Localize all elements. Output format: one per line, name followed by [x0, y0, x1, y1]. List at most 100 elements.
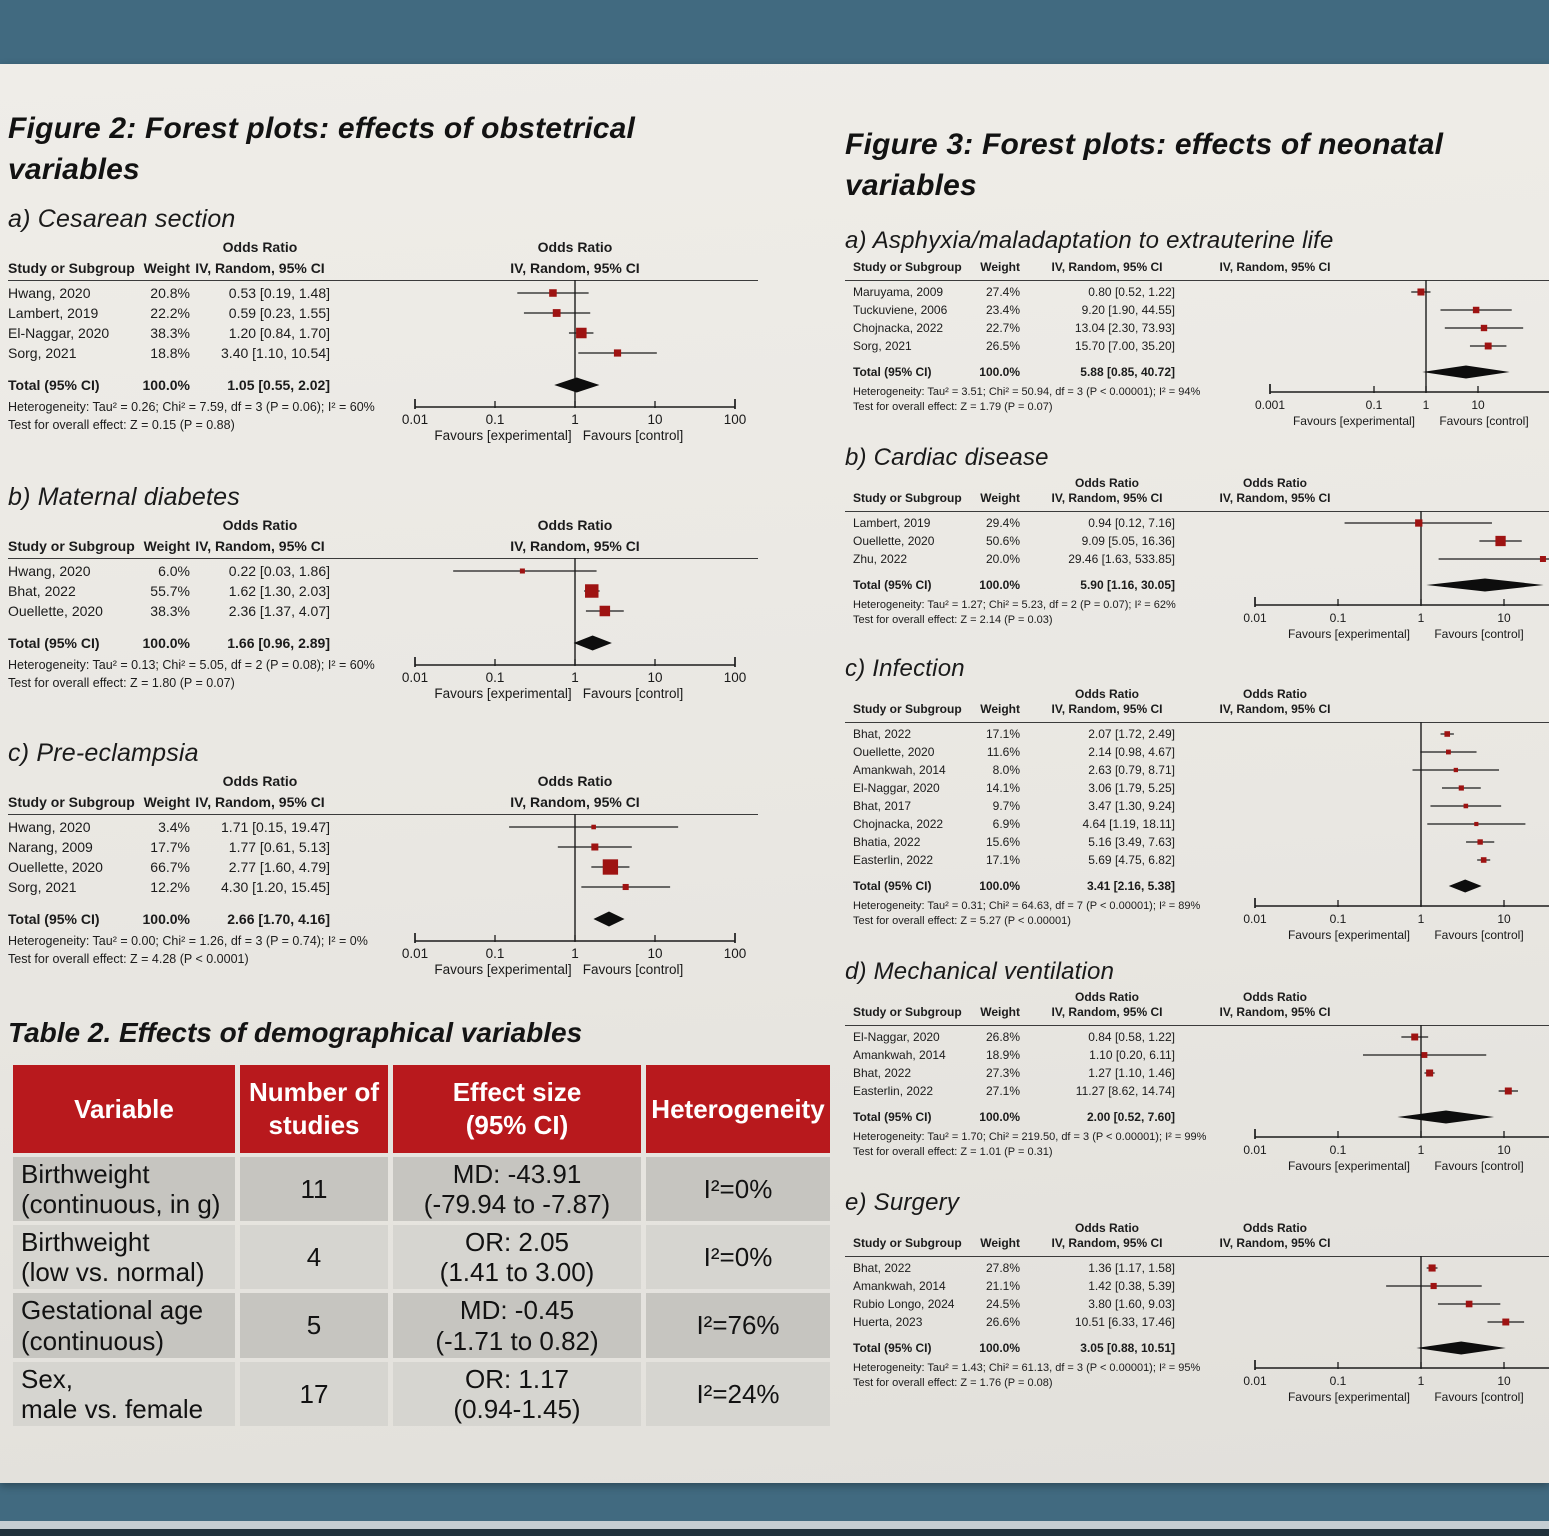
- overall-test-text: Test for overall effect: Z = 2.14 (P = 0…: [853, 614, 1053, 627]
- total-weight: 100.0%: [979, 577, 1020, 592]
- total-ci: 1.05 [0.55, 2.02]: [227, 376, 330, 393]
- study-weight: 50.6%: [985, 533, 1020, 548]
- heterogeneity-text: Heterogeneity: Tau² = 0.26; Chi² = 7.59,…: [8, 399, 375, 414]
- study-name: Hwang, 2020: [8, 562, 91, 579]
- study-name: Chojnacka, 2022: [853, 816, 944, 831]
- forest-plot-section: b) Cardiac disease Odds Ratio Odds Ratio St…: [845, 444, 1549, 645]
- study-weight: 26.8%: [985, 1029, 1020, 1044]
- table2-cell-variable: Birthweight (low vs. normal): [13, 1225, 235, 1290]
- total-label: Total (95% CI): [853, 878, 932, 893]
- total-diamond: [573, 635, 612, 651]
- plot-column-title: Odds Ratio: [1242, 989, 1307, 1004]
- axis-tick-label: 10: [1497, 611, 1511, 625]
- ci-marker: [591, 859, 630, 875]
- or-column-title: Odds Ratio: [1074, 475, 1139, 490]
- ci-column-header: IV, Random, 95% CI: [1051, 1235, 1163, 1250]
- study-ci: 1.77 [0.61, 5.13]: [228, 838, 330, 855]
- plot-column-subheader: IV, Random, 95% CI: [1219, 490, 1331, 505]
- or-column-title: Odds Ratio: [1074, 686, 1139, 701]
- study-name: Bhat, 2022: [8, 582, 76, 599]
- study-name: Bhatia, 2022: [853, 834, 921, 849]
- plot-column-subheader: IV, Random, 95% CI: [1219, 259, 1331, 274]
- study-name: Sorg, 2021: [853, 338, 912, 353]
- study-weight: 20.0%: [985, 551, 1020, 566]
- heterogeneity-text: Heterogeneity: Tau² = 1.27; Chi² = 5.23,…: [853, 598, 1176, 611]
- ci-marker: [1440, 730, 1454, 737]
- figure3-title: Figure 3: Forest plots: effects of neona…: [845, 128, 1444, 203]
- table2-cell-heterogeneity: I²=0%: [646, 1225, 830, 1290]
- axis-tick-label: 10: [647, 412, 662, 427]
- figure2-forest-plots: a) Cesarean section Odds Ratio Odds Ratio S…: [8, 205, 840, 987]
- study-weight: 8.0%: [992, 762, 1020, 777]
- study-weight: 26.5%: [985, 338, 1020, 353]
- axis-tick-label: 0.1: [1366, 398, 1383, 412]
- study-weight: 17.1%: [985, 726, 1020, 741]
- forest-plot-label: a) Asphyxia/maladaptation to extrauterin…: [845, 226, 1334, 254]
- header-rule: [845, 1024, 1549, 1027]
- ci-column-header: IV, Random, 95% CI: [1051, 1004, 1163, 1019]
- study-weight: 27.1%: [985, 1083, 1020, 1098]
- study-weight: 22.2%: [150, 304, 190, 321]
- study-weight: 21.1%: [985, 1278, 1020, 1293]
- ci-marker: [584, 584, 600, 598]
- ci-marker: [568, 327, 594, 339]
- ci-column-header: IV, Random, 95% CI: [195, 793, 325, 810]
- weight-column-header: Weight: [143, 259, 190, 276]
- axis-tick-label: 0.1: [486, 412, 505, 427]
- study-name: Amankwah, 2014: [853, 1278, 946, 1293]
- ci-marker: [585, 605, 624, 617]
- study-weight: 3.4%: [158, 818, 190, 835]
- table2-cell-effect: OR: 2.05 (1.41 to 3.00): [393, 1225, 641, 1290]
- axis-tick-label: 10: [1497, 912, 1511, 926]
- favours-left-label: Favours [experimental]: [434, 428, 571, 443]
- axis-tick-label: 0.1: [486, 946, 505, 961]
- table2-cell-variable: Gestational age (continuous): [13, 1293, 235, 1358]
- weight-column-header: Weight: [143, 537, 190, 554]
- study-name: El-Naggar, 2020: [853, 780, 940, 795]
- total-diamond: [1416, 1341, 1506, 1355]
- study-name: Easterlin, 2022: [853, 852, 934, 867]
- total-ci: 5.90 [1.16, 30.05]: [1080, 577, 1175, 592]
- study-ci: 1.10 [0.20, 6.11]: [1089, 1047, 1175, 1062]
- study-weight: 27.4%: [985, 284, 1020, 299]
- study-name: Rubio Longo, 2024: [853, 1296, 955, 1311]
- heterogeneity-text: Heterogeneity: Tau² = 0.31; Chi² = 64.63…: [853, 899, 1201, 912]
- study-weight: 9.7%: [992, 798, 1020, 813]
- axis-tick-label: 1: [571, 412, 579, 427]
- total-label: Total (95% CI): [853, 1109, 932, 1124]
- study-name: El-Naggar, 2020: [853, 1029, 940, 1044]
- ci-marker: [1420, 749, 1477, 755]
- overall-test-text: Test for overall effect: Z = 1.80 (P = 0…: [8, 675, 235, 690]
- total-weight: 100.0%: [142, 910, 190, 927]
- study-ci: 2.36 [1.37, 4.07]: [228, 602, 330, 619]
- weight-column-header: Weight: [980, 701, 1020, 716]
- study-name: Ouellette, 2020: [853, 744, 935, 759]
- study-ci: 1.27 [1.10, 1.46]: [1088, 1065, 1175, 1080]
- study-name: Lambert, 2019: [853, 515, 931, 530]
- ci-marker: [1427, 821, 1526, 826]
- table2-cell-heterogeneity: I²=0%: [646, 1156, 830, 1222]
- table2-header-cell: Variable: [13, 1064, 235, 1153]
- overall-test-text: Test for overall effect: Z = 1.76 (P = 0…: [853, 1377, 1053, 1390]
- forest-plot-section: e) Surgery Odds Ratio Odds Ratio Study or S…: [845, 1189, 1549, 1408]
- table2-cell-effect: MD: -0.45 (-1.71 to 0.82): [393, 1293, 641, 1358]
- weight-column-header: Weight: [980, 259, 1020, 274]
- table2-cell-effect: OR: 1.17 (0.94-1.45): [393, 1361, 641, 1427]
- ci-marker: [1469, 342, 1507, 350]
- heterogeneity-text: Heterogeneity: Tau² = 0.00; Chi² = 1.26,…: [8, 933, 368, 948]
- study-weight: 17.1%: [985, 852, 1020, 867]
- favours-left-label: Favours [experimental]: [1288, 1390, 1410, 1404]
- total-label: Total (95% CI): [8, 634, 100, 651]
- study-ci: 10.51 [6.33, 17.46]: [1074, 1314, 1175, 1329]
- axis-tick-label: 0.1: [1330, 912, 1347, 926]
- study-ci: 3.80 [1.60, 9.03]: [1088, 1296, 1175, 1311]
- heterogeneity-text: Heterogeneity: Tau² = 0.13; Chi² = 5.05,…: [8, 657, 375, 672]
- study-column-header: Study or Subgroup: [853, 1004, 962, 1019]
- ci-column-header: IV, Random, 95% CI: [1051, 259, 1163, 274]
- header-rule: [8, 279, 758, 282]
- table2-cell-n: 11: [240, 1156, 388, 1222]
- study-column-header: Study or Subgroup: [853, 1235, 962, 1250]
- study-weight: 66.7%: [150, 858, 190, 875]
- forest-plot: Odds Ratio Odds Ratio Study or Subgroup Wei…: [845, 686, 1549, 946]
- study-weight: 15.6%: [985, 834, 1020, 849]
